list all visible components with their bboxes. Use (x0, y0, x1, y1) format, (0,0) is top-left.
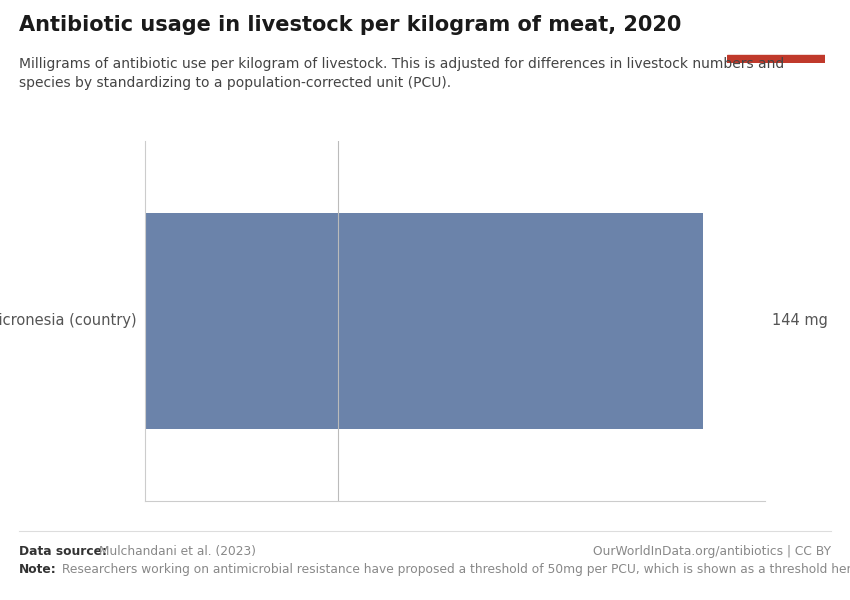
Text: Data source:: Data source: (19, 545, 107, 558)
Text: 144 mg: 144 mg (773, 313, 828, 329)
Text: OurWorldInData.org/antibiotics | CC BY: OurWorldInData.org/antibiotics | CC BY (593, 545, 831, 558)
Bar (727, 55, 824, 63)
Text: Researchers working on antimicrobial resistance have proposed a threshold of 50m: Researchers working on antimicrobial res… (58, 563, 850, 576)
Text: Milligrams of antibiotic use per kilogram of livestock. This is adjusted for dif: Milligrams of antibiotic use per kilogra… (19, 57, 784, 91)
Text: Micronesia (country): Micronesia (country) (0, 313, 137, 329)
Text: Mulchandani et al. (2023): Mulchandani et al. (2023) (95, 545, 256, 558)
Text: Our World
in Data: Our World in Data (742, 16, 809, 46)
Bar (144, 213, 703, 429)
Text: Antibiotic usage in livestock per kilogram of meat, 2020: Antibiotic usage in livestock per kilogr… (19, 15, 681, 35)
Text: Note:: Note: (19, 563, 56, 576)
